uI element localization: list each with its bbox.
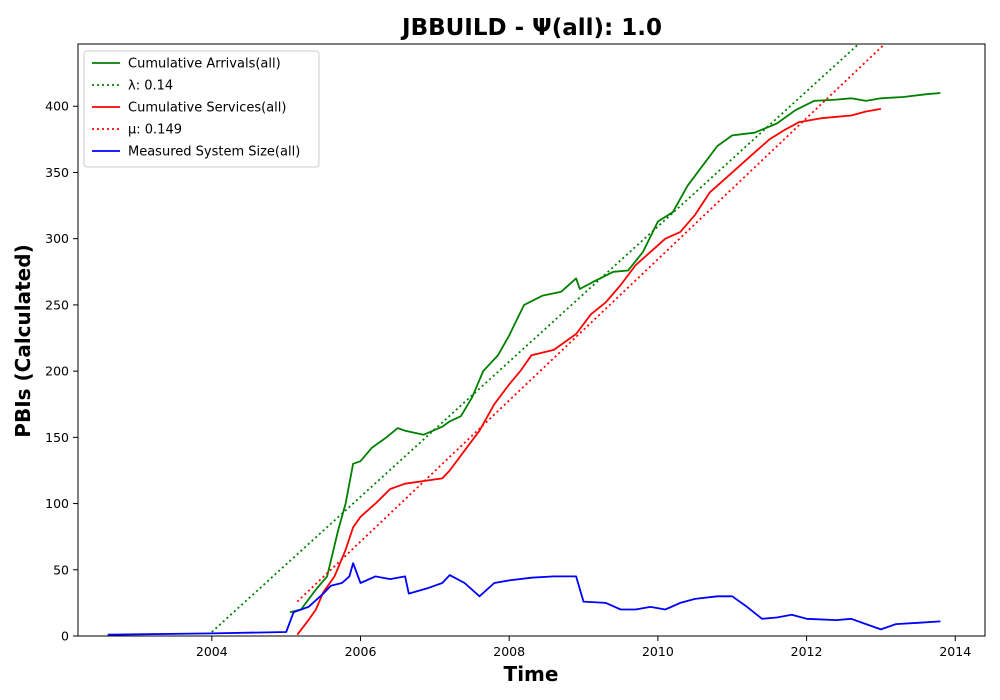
plot-frame — [77, 43, 986, 637]
y-tick-label: 300 — [45, 231, 69, 246]
x-tick-label: 2012 — [791, 644, 823, 659]
y-tick-label: 400 — [45, 99, 69, 114]
chart-title: JBBUILD - Ψ(all): 1.0 — [400, 15, 662, 41]
y-tick-label: 350 — [45, 165, 69, 180]
x-tick-label: 2010 — [642, 644, 674, 659]
x-tick-label: 2006 — [345, 644, 377, 659]
legend-label-4: Measured System Size(all) — [128, 145, 300, 160]
y-axis-label: PBIs (Calculated) — [11, 244, 35, 437]
series-line-2 — [296, 108, 882, 636]
legend-label-3: μ: 0.149 — [128, 123, 182, 138]
series-line-0 — [289, 92, 941, 614]
axes-layer: 2004 2006 2008 2010 2012 2014 0 50 100 150 200 250 3… — [45, 43, 986, 659]
x-tick-label: 2008 — [493, 644, 525, 659]
y-tick-label: 100 — [45, 496, 69, 511]
series-line-4 — [107, 562, 941, 636]
y-tick-label: 50 — [53, 562, 69, 577]
legend-label-1: λ: 0.14 — [128, 79, 173, 94]
legend: Cumulative Arrivals(all) λ: 0.14 Cumulativ… — [83, 50, 320, 168]
x-tick-label: 2014 — [939, 644, 971, 659]
y-tick-label: 200 — [45, 364, 69, 379]
y-tick-label: 150 — [45, 430, 69, 445]
legend-label-2: Cumulative Services(all) — [128, 101, 286, 116]
series-line-1 — [211, 43, 860, 633]
x-axis-label: Time — [504, 662, 559, 686]
legend-label-0: Cumulative Arrivals(all) — [128, 57, 281, 72]
series-layer — [107, 43, 941, 636]
legend-box — [83, 50, 320, 168]
y-tick-label: 250 — [45, 297, 69, 312]
x-tick-label: 2004 — [196, 644, 228, 659]
y-tick-label: 0 — [61, 629, 69, 644]
